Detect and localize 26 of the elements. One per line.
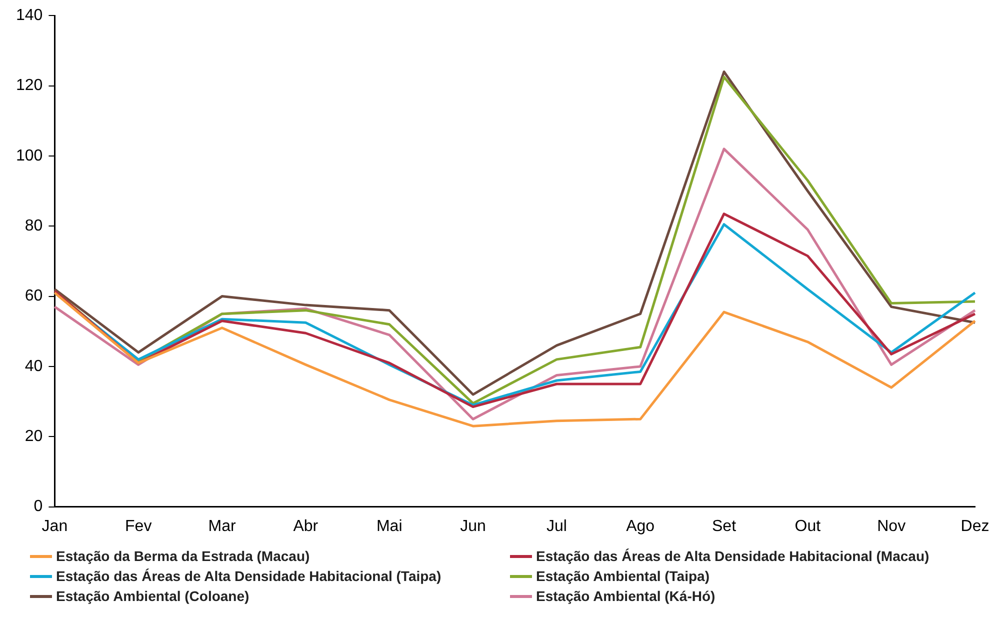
legend-label: Estação Ambiental (Coloane) [56, 588, 250, 604]
legend-label: Estação Ambiental (Ká-Hó) [536, 588, 716, 604]
y-tick-label: 0 [34, 498, 43, 516]
x-tick-label: Mar [208, 518, 236, 535]
x-tick-label: Set [712, 518, 737, 535]
y-tick-label: 60 [24, 288, 43, 305]
x-tick-label: Nov [877, 518, 906, 535]
x-tick-label: Out [794, 518, 822, 535]
x-tick-label: Jul [546, 518, 567, 535]
x-tick-label: Fev [125, 518, 152, 535]
legend-label: Estação da Berma da Estrada (Macau) [56, 548, 310, 564]
y-tick-label: 40 [24, 358, 43, 375]
x-tick-label: Jan [42, 518, 68, 535]
legend-label: Estação das Áreas de Alta Densidade Habitacional (Macau) [536, 548, 930, 564]
y-tick-label: 20 [24, 428, 43, 446]
y-tick-label: 80 [24, 218, 43, 235]
y-tick-label: 140 [16, 7, 43, 24]
x-tick-label: Dez [960, 518, 990, 535]
x-tick-label: Abr [293, 518, 319, 535]
y-tick-label: 120 [16, 77, 43, 94]
x-tick-label: Jun [460, 518, 486, 535]
legend-label: Estação Ambiental (Taipa) [536, 568, 710, 584]
x-tick-label: Mai [376, 518, 402, 535]
x-tick-label: Ago [626, 518, 655, 535]
legend-label: Estação das Áreas de Alta Densidade Habitacional (Taipa) [56, 568, 442, 584]
y-tick-label: 100 [16, 147, 43, 164]
